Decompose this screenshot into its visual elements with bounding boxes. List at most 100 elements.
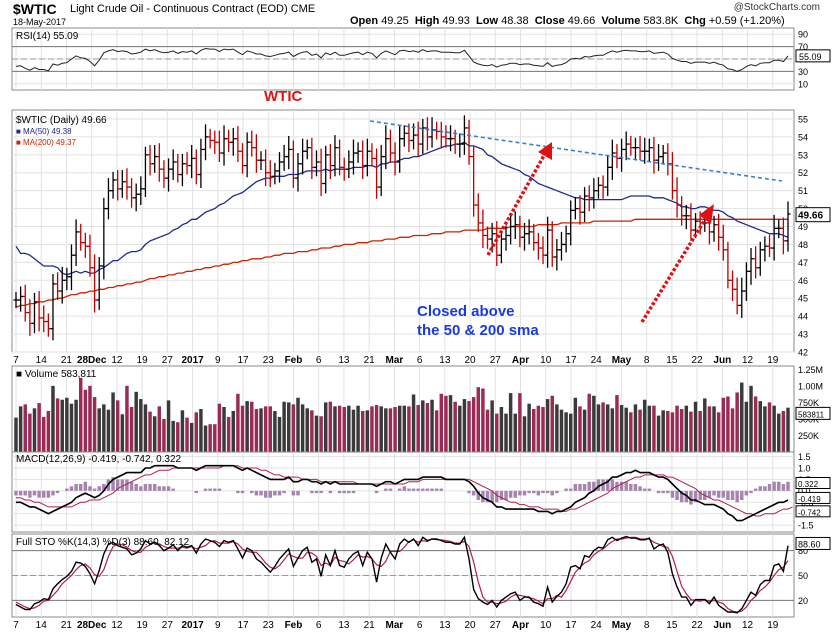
chart-header: $WTIC Light Crude Oil - Continuous Contr… xyxy=(0,0,832,28)
price-bar xyxy=(152,144,158,173)
macd-histogram-bar xyxy=(268,490,272,498)
macd-histogram-bar xyxy=(545,490,550,494)
price-bar xyxy=(475,193,481,232)
price-bar xyxy=(198,138,204,188)
x-tick-label: 7 xyxy=(13,355,19,366)
price-bar xyxy=(101,197,107,280)
macd-histogram-bar xyxy=(619,481,624,491)
volume-bar xyxy=(434,410,439,452)
volume-bar xyxy=(638,409,642,452)
high-label: High xyxy=(414,15,440,27)
volume-bar xyxy=(485,409,490,452)
price-bar xyxy=(374,148,380,199)
price-bar xyxy=(235,126,241,162)
volume-bar xyxy=(347,405,351,452)
price-bar xyxy=(406,123,412,153)
rsi-line xyxy=(15,47,789,72)
volume-bar xyxy=(55,398,60,452)
macd-tick: -1.5 xyxy=(798,521,814,531)
x-tick-label: 12 xyxy=(742,355,754,366)
volume-tick: 1.00M xyxy=(798,381,823,391)
rsi-last-box xyxy=(795,49,831,63)
volume-bar xyxy=(370,406,374,452)
volume-bar xyxy=(605,404,610,452)
volume-bar xyxy=(670,412,675,452)
macd-histogram-bar xyxy=(629,484,633,491)
macd-histogram-bar xyxy=(744,490,749,496)
macd-tick: 1.0 xyxy=(798,464,811,474)
macd-histogram-bar xyxy=(411,488,416,491)
price-bar xyxy=(313,150,319,177)
volume-bar xyxy=(74,399,78,452)
volume-bar xyxy=(106,409,111,452)
macd-histogram-bar xyxy=(88,486,92,491)
price-bar xyxy=(734,277,740,315)
macd-histogram-bar xyxy=(152,484,157,491)
price-bar xyxy=(124,168,130,200)
x-tick-label-bottom: 6 xyxy=(417,620,423,631)
rsi-tick: 70 xyxy=(798,42,808,52)
chg-value: +0.59 (+1.20%) xyxy=(708,15,785,27)
price-tick: 53 xyxy=(798,150,808,160)
x-tick-label-bottom: 9 xyxy=(215,620,221,631)
volume-bar xyxy=(342,407,346,452)
price-bar xyxy=(531,223,537,251)
macd-histogram-bar xyxy=(337,490,342,494)
arrow-head-2 xyxy=(699,204,714,224)
price-bar xyxy=(267,160,273,188)
volume-bar xyxy=(259,408,263,452)
price-bar xyxy=(263,149,269,187)
macd-histogram-bar xyxy=(550,490,554,496)
macd-last-label: -0.419 xyxy=(798,495,821,504)
macd-histogram-bar xyxy=(601,479,605,491)
volume-bar xyxy=(263,406,268,452)
price-tick: 47 xyxy=(798,258,808,268)
x-tick-label: 12 xyxy=(111,355,123,366)
price-bar xyxy=(68,244,74,291)
volume-bar xyxy=(545,399,550,452)
volume-bar xyxy=(208,424,212,452)
macd-histogram-bar xyxy=(421,488,425,491)
price-bar xyxy=(397,126,403,173)
macd-histogram-bar xyxy=(758,486,762,491)
macd-histogram-bar xyxy=(735,490,739,503)
sto-d-line xyxy=(15,536,789,613)
macd-histogram-bar xyxy=(777,481,781,491)
macd-histogram-bar xyxy=(277,490,282,496)
high-value: 49.93 xyxy=(442,15,470,27)
macd-histogram-bar xyxy=(522,490,527,496)
volume-bar xyxy=(758,401,762,452)
macd-histogram-bar xyxy=(314,490,319,494)
volume-bar xyxy=(555,404,559,452)
x-tick-label-bottom: 17 xyxy=(237,620,249,631)
volume-bar xyxy=(633,404,638,452)
price-bar xyxy=(392,142,398,176)
volume-bar xyxy=(624,407,628,452)
macd-histogram-bar xyxy=(476,490,481,500)
macd-histogram-bar xyxy=(65,488,69,491)
volume-bar xyxy=(291,404,296,452)
x-tick-label-bottom: 2017 xyxy=(181,620,204,631)
price-bar xyxy=(720,224,726,261)
x-tick-label-bottom: May xyxy=(612,620,632,631)
price-bar xyxy=(785,201,791,252)
sto-last-box xyxy=(795,536,831,550)
price-bar xyxy=(327,144,333,180)
price-bar xyxy=(82,232,88,258)
stockcharts-logo[interactable]: @StockCharts.com xyxy=(733,2,820,13)
ma200-legend: ■ MA(200) 49.37 xyxy=(16,138,77,147)
x-tick-label-bottom: 13 xyxy=(439,620,451,631)
macd-histogram-bar xyxy=(499,490,504,500)
x-tick-label: 23 xyxy=(263,355,275,366)
price-bar xyxy=(711,215,717,242)
x-tick-label: 24 xyxy=(591,355,603,366)
macd-histogram-bar xyxy=(647,488,652,491)
price-bar xyxy=(716,213,722,251)
price-bar xyxy=(485,226,491,249)
macd-histogram-bar xyxy=(555,490,559,494)
volume-bar xyxy=(666,410,670,452)
x-tick-label-bottom: Jun xyxy=(713,620,731,631)
open-value: 49.25 xyxy=(381,15,409,27)
price-bar xyxy=(637,135,643,161)
